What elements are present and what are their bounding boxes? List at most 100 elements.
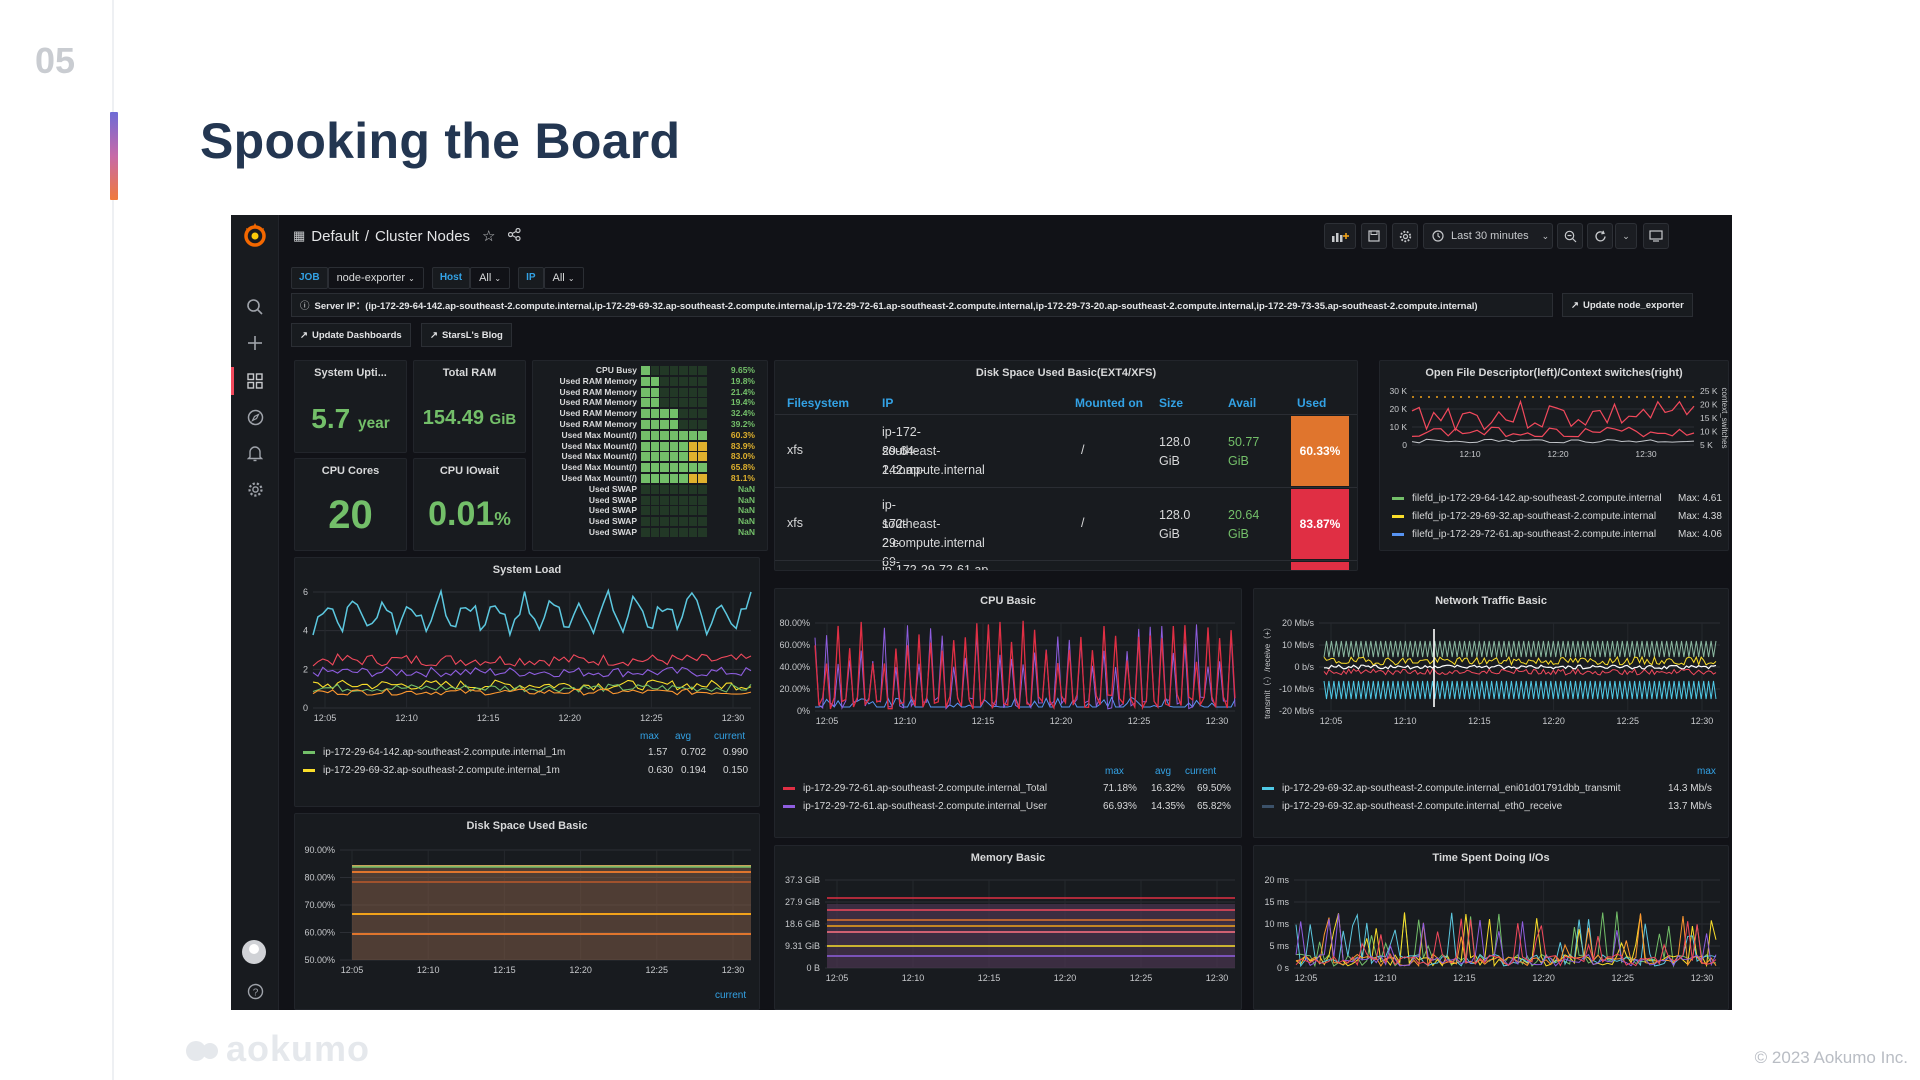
legend-name: ip-172-29-72-61.ap-southeast-2.compute.i… <box>803 782 1048 794</box>
bar-gauge-cell <box>688 463 698 473</box>
legend-item[interactable]: ip-172-29-72-61.ap-southeast-2.compute.i… <box>783 797 1233 815</box>
legend-header-max[interactable]: max <box>1105 766 1124 777</box>
x-tick-label: 12:15 <box>1453 973 1476 983</box>
bar-gauge-cell <box>660 463 669 473</box>
plus-icon[interactable] <box>243 331 267 355</box>
series-line <box>1323 655 1717 667</box>
column-header-used[interactable]: Used <box>1297 396 1327 410</box>
star-icon[interactable]: ☆ <box>482 228 496 245</box>
y-tick-label: 20 K <box>1390 404 1408 414</box>
user-avatar[interactable] <box>242 940 266 964</box>
legend-header-current[interactable]: current <box>1185 766 1217 777</box>
update-dashboards-link[interactable]: ↗ Update Dashboards <box>291 323 411 347</box>
update-node-exporter-link[interactable]: ↗ Update node_exporter <box>1562 293 1693 317</box>
table-row[interactable]: xfs ip-172-29-64-142.ap-southeast- 2.comp… <box>775 414 1357 486</box>
disk-space-table-panel[interactable]: Disk Space Used Basic(EXT4/XFS) Filesyst… <box>774 360 1358 571</box>
x-tick-label: 12:15 <box>978 973 1001 983</box>
update-node-exporter-label: Update node_exporter <box>1582 299 1684 311</box>
help-icon[interactable]: ? <box>243 979 267 1003</box>
bar-gauge-panel[interactable]: CPU Busy 9.65% Used RAM Memory 19.8% Used RA… <box>532 360 768 551</box>
legend-item[interactable]: ip-172-29-69-32.ap-southeast-2.compute.i… <box>1262 797 1720 815</box>
y-tick-label: -10 Mb/s <box>1279 684 1315 694</box>
network-traffic-panel[interactable]: Network Traffic Basic 20 Mb/s 10 Mb/s 0 b/… <box>1253 588 1729 838</box>
legend-item[interactable]: ip-172-29-69-32.ap-southeast-2.compute.i… <box>303 761 751 779</box>
cpu-iowait-stat-panel[interactable]: CPU IOwait 0.01% <box>413 458 526 551</box>
table-row[interactable]: xfs ip-172-29-69-32.ap-southeast- 2.compu… <box>775 487 1357 569</box>
column-header-filesystem[interactable]: Filesystem <box>787 396 850 410</box>
blog-link[interactable]: ↗ StarsL's Blog <box>421 323 512 347</box>
explore-compass-icon[interactable] <box>243 405 267 429</box>
cpu-basic-panel[interactable]: CPU Basic 80.00% 60.00% 40.00% 20.00% 0% 12:0… <box>774 588 1242 838</box>
add-panel-button[interactable] <box>1324 223 1356 249</box>
x-tick-label: 12:30 <box>1206 716 1229 726</box>
x-tick-label: 12:30 <box>1635 449 1657 459</box>
legend-header-current[interactable]: current <box>714 731 746 742</box>
bar-gauge-cell <box>698 420 708 429</box>
legend-swatch <box>303 768 315 772</box>
legend-item[interactable]: ip-172-29-64-142.ap-southeast-2.compute.… <box>303 743 751 761</box>
job-variable-select[interactable]: node-exporter ⌄ <box>327 267 424 289</box>
memory-basic-panel[interactable]: Memory Basic 37.3 GiB 27.9 GiB 18.6 GiB 9.3… <box>774 845 1242 1010</box>
legend-header-max[interactable]: max <box>640 731 659 742</box>
tv-mode-icon[interactable] <box>1643 223 1669 249</box>
uptime-stat-panel[interactable]: System Upti... 5.7 year <box>294 360 407 453</box>
bar-gauge-bar <box>641 517 708 527</box>
io-time-panel[interactable]: Time Spent Doing I/Os 20 ms 15 ms 10 ms 5 m… <box>1253 845 1729 1010</box>
ofd-chart: 30 K 20 K 10 K 0 25 K 20 K 15 K 10 K 5 K 12:10 12:… <box>1390 386 1729 459</box>
share-icon[interactable] <box>507 227 521 245</box>
y2-tick-label: 15 K <box>1700 413 1718 423</box>
disk-space-used-basic-panel[interactable]: Disk Space Used Basic 90.00% 80.00% 70.00%… <box>294 813 760 1010</box>
column-header-ip[interactable]: IP <box>882 396 894 410</box>
legend-item[interactable]: filefd_ip-172-29-72-61.ap-southeast-2.co… <box>1392 525 1722 543</box>
column-header-mounted-on[interactable]: Mounted on <box>1075 396 1143 410</box>
breadcrumb-dashboard[interactable]: Cluster Nodes <box>375 227 471 245</box>
bar-gauge-cell <box>641 517 650 527</box>
x-tick-label: 12:30 <box>722 713 745 723</box>
legend-value-max: 1.57 <box>648 746 668 758</box>
bar-gauge-cell <box>650 484 660 494</box>
bar-gauge-value: NaN <box>737 483 755 494</box>
bar-gauge-cell <box>650 409 660 419</box>
server-ip-text-panel: ⓘ Server IP：(ip-172-29-64-142.ap-southea… <box>291 293 1553 317</box>
legend-item[interactable]: ip-172-29-72-61.ap-southeast-2.compute.i… <box>783 779 1233 797</box>
legend-header-current[interactable]: current <box>715 990 747 1001</box>
x-tick-label: 12:10 <box>395 713 418 723</box>
column-header-avail[interactable]: Avail <box>1228 396 1257 410</box>
total-ram-stat-panel[interactable]: Total RAM 154.49 GiB <box>413 360 526 453</box>
y-tick-label: 6 <box>303 587 308 597</box>
save-icon[interactable] <box>1361 223 1387 249</box>
grafana-logo-icon[interactable] <box>240 220 270 250</box>
x-tick-label: 12:30 <box>1691 716 1714 726</box>
zoom-out-icon[interactable] <box>1557 223 1583 249</box>
host-variable-select[interactable]: All ⌄ <box>470 267 511 289</box>
legend-item[interactable]: ip-172-29-69-32.ap-southeast-2.compute.i… <box>1262 779 1720 797</box>
legend-item[interactable]: filefd_ip-172-29-64-142.ap-southeast-2.c… <box>1392 489 1722 507</box>
system-load-panel[interactable]: System Load 6 4 2 0 12:05 12:10 12:15 12:20 12:2… <box>294 557 760 807</box>
series-line <box>1324 664 1717 670</box>
gear-icon[interactable] <box>243 477 267 501</box>
bar-gauge-value: 19.8% <box>730 375 755 386</box>
x-tick-label: 12:30 <box>1206 973 1229 983</box>
breadcrumb-folder[interactable]: Default <box>311 227 359 245</box>
legend-value-max: 0.630 <box>648 764 674 776</box>
cloud-logo-icon <box>186 1037 220 1061</box>
legend-item[interactable]: filefd_ip-172-29-69-32.ap-southeast-2.co… <box>1392 507 1722 525</box>
refresh-interval-dropdown[interactable]: ⌄ <box>1615 223 1637 249</box>
open-file-descriptor-panel[interactable]: Open File Descriptor(left)/Context switc… <box>1379 360 1729 551</box>
series-line <box>1411 399 1695 432</box>
legend-header-avg[interactable]: avg <box>675 731 692 742</box>
settings-gear-icon[interactable] <box>1392 223 1418 249</box>
legend-header-max[interactable]: max <box>1697 766 1716 777</box>
dashboards-icon[interactable] <box>243 369 267 393</box>
refresh-icon[interactable] <box>1587 223 1613 249</box>
bar-gauge-cell <box>669 463 679 473</box>
table-row[interactable]: ip-172-29-72-61.ap- <box>775 560 1357 570</box>
legend-header-avg[interactable]: avg <box>1155 766 1172 777</box>
time-range-picker[interactable]: Last 30 minutes ⌄ <box>1423 223 1553 249</box>
bar-gauge-label: Used Max Mount(/) <box>561 451 637 462</box>
bell-icon[interactable] <box>243 441 267 465</box>
ip-variable-select[interactable]: All ⌄ <box>543 267 584 289</box>
column-header-size[interactable]: Size <box>1159 396 1184 410</box>
search-icon[interactable] <box>243 295 267 319</box>
cpu-cores-stat-panel[interactable]: CPU Cores 20 <box>294 458 407 551</box>
